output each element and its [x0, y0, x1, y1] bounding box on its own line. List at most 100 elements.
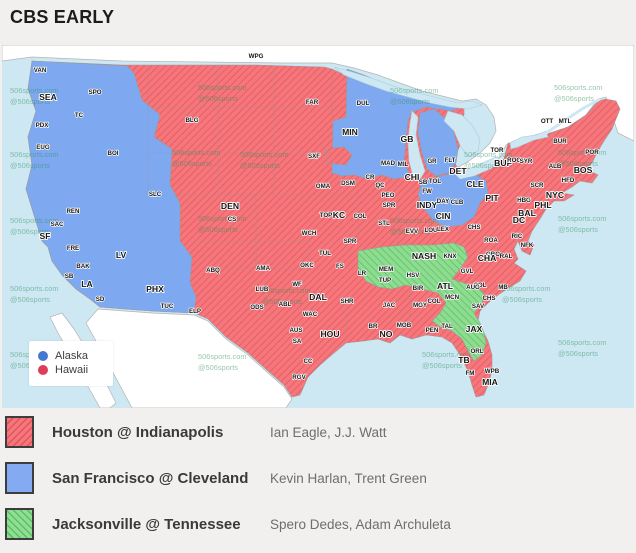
city-label-col: COL — [473, 282, 486, 289]
city-label-gr: GR — [427, 158, 437, 165]
great-lakes — [333, 66, 601, 180]
game-title: San Francisco @ Cleveland — [52, 469, 249, 487]
watermark-text: 506sports.com — [558, 148, 606, 157]
city-label-jax: JAX — [466, 324, 483, 334]
red-hatch-swatch — [5, 416, 34, 448]
city-label-bur: BUR — [553, 138, 567, 145]
watermark-text: @506sports — [198, 225, 238, 234]
city-label-kc: KC — [333, 210, 345, 220]
city-label-fre: FRE — [67, 245, 79, 252]
city-label-ral: RAL — [500, 253, 513, 260]
watermark-text: @506sports — [10, 161, 50, 170]
watermark-text: 506sports.com — [422, 350, 470, 359]
city-label-syr: SYR — [520, 158, 533, 165]
watermark-text: 506sports.com — [10, 216, 58, 225]
blue-swatch — [5, 462, 34, 494]
city-label-hou: HOU — [320, 329, 339, 339]
city-label-gvl: GVL — [461, 268, 474, 275]
city-label-sea: SEA — [39, 92, 57, 102]
city-label-dul: DUL — [357, 100, 370, 107]
city-label-day: DAY — [437, 198, 450, 205]
alaska-row: Alaska — [38, 350, 104, 362]
watermark-text: @506sports — [198, 363, 238, 372]
city-label-wch: WCH — [302, 230, 317, 237]
city-label-spr: SPR — [383, 202, 396, 209]
city-label-ods: ODS — [250, 304, 263, 311]
lake-erie — [453, 156, 505, 180]
city-label-tor: TOR — [491, 147, 504, 154]
city-label-cs: CS — [228, 216, 237, 223]
city-label-mcn: MCN — [445, 294, 460, 301]
game-title: Jacksonville @ Tennessee — [52, 515, 241, 533]
city-label-tup: TUP — [379, 277, 391, 284]
city-label-ama: AMA — [256, 265, 271, 272]
city-label-sb: SB — [419, 179, 428, 186]
city-label-roa: ROA — [484, 237, 498, 244]
city-label-peo: PEO — [381, 192, 394, 199]
watermark-text: @506sports — [10, 97, 50, 106]
city-label-mb: MB — [498, 284, 508, 291]
city-label-mia: MIA — [482, 377, 498, 387]
city-label-ric: RIC — [512, 233, 523, 240]
city-label-buf: BUF — [494, 158, 512, 168]
city-label-spo: SPO — [88, 89, 101, 96]
city-label-rgv: RGV — [292, 374, 306, 381]
city-label-tuc: TUC — [161, 303, 174, 310]
city-label-eug: EUG — [36, 144, 50, 151]
city-label-col: COL — [353, 213, 366, 220]
alaska-label: Alaska — [55, 350, 89, 362]
city-label-tc: TC — [75, 112, 84, 119]
city-label-no: NO — [380, 329, 393, 339]
lake-huron — [443, 110, 481, 158]
lake-superior — [333, 66, 483, 110]
watermark-text: 506sports.com — [464, 150, 512, 159]
city-label-pit: PIT — [485, 193, 499, 203]
city-label-lou: LOU — [424, 227, 438, 234]
watermark-text: @506sports — [390, 227, 430, 236]
city-label-top: TOP — [320, 212, 333, 219]
city-label-lr: LR — [358, 270, 367, 277]
coverage-map: 506sports.com @506sports 506sports.com @506… — [2, 45, 634, 408]
city-label-knx: KNX — [443, 253, 457, 260]
city-label-por: POR — [585, 149, 599, 156]
st-lawrence-river — [545, 97, 601, 135]
watermark-text: 506sports.com — [198, 83, 246, 92]
watermark-text: @506sports — [502, 295, 542, 304]
hawaii-label: Hawaii — [55, 364, 89, 376]
city-label-cc: CC — [304, 358, 313, 365]
watermark-text: @506sports — [390, 97, 430, 106]
watermark-text: @506sports — [10, 227, 50, 236]
page-title: CBS EARLY — [10, 7, 115, 27]
city-label-boi: BOI — [107, 150, 118, 157]
watermark-text: 506sports.com — [262, 286, 310, 295]
city-label-lv: LV — [116, 250, 127, 260]
city-label-pdx: PDX — [36, 122, 50, 129]
lake-ontario — [509, 130, 549, 150]
city-label-cr: CR — [366, 174, 375, 181]
city-label-wpb: WPB — [485, 368, 500, 375]
city-label-jac: JAC — [383, 302, 396, 309]
announcer-names: Ian Eagle, J.J. Watt — [270, 424, 387, 440]
city-label-stl: STL — [378, 220, 390, 227]
city-label-mtl: MTL — [559, 118, 572, 125]
city-label-cha: CHA — [478, 253, 497, 263]
watermarks: 506sports.com @506sports 506sports.com @506… — [10, 83, 606, 372]
city-label-bal: BAL — [518, 208, 536, 218]
hawaii-row: Hawaii — [38, 364, 104, 376]
watermark-text: 506sports.com — [390, 216, 438, 225]
city-label-evv: EVV — [406, 228, 419, 235]
city-label-qc: QC — [375, 182, 385, 189]
city-label-bos: BOS — [574, 165, 593, 175]
watermark-text: @506sports — [262, 297, 302, 306]
city-label-roc: ROC — [507, 157, 521, 164]
legend-row-jacksonville-tennessee: Jacksonville @ Tennessee Spero Dedes, Ad… — [5, 508, 631, 540]
alaska-hawaii-legend: Alaska Hawaii — [29, 341, 113, 386]
header: CBS EARLY — [0, 0, 636, 45]
city-label-sd: SD — [96, 296, 105, 303]
red-notch-minnesota — [323, 146, 353, 166]
city-label-dc: DC — [513, 215, 525, 225]
city-label-flt: FLT — [445, 157, 456, 164]
city-label-mad: MAD — [381, 160, 396, 167]
city-label-sac: SAC — [50, 221, 64, 228]
